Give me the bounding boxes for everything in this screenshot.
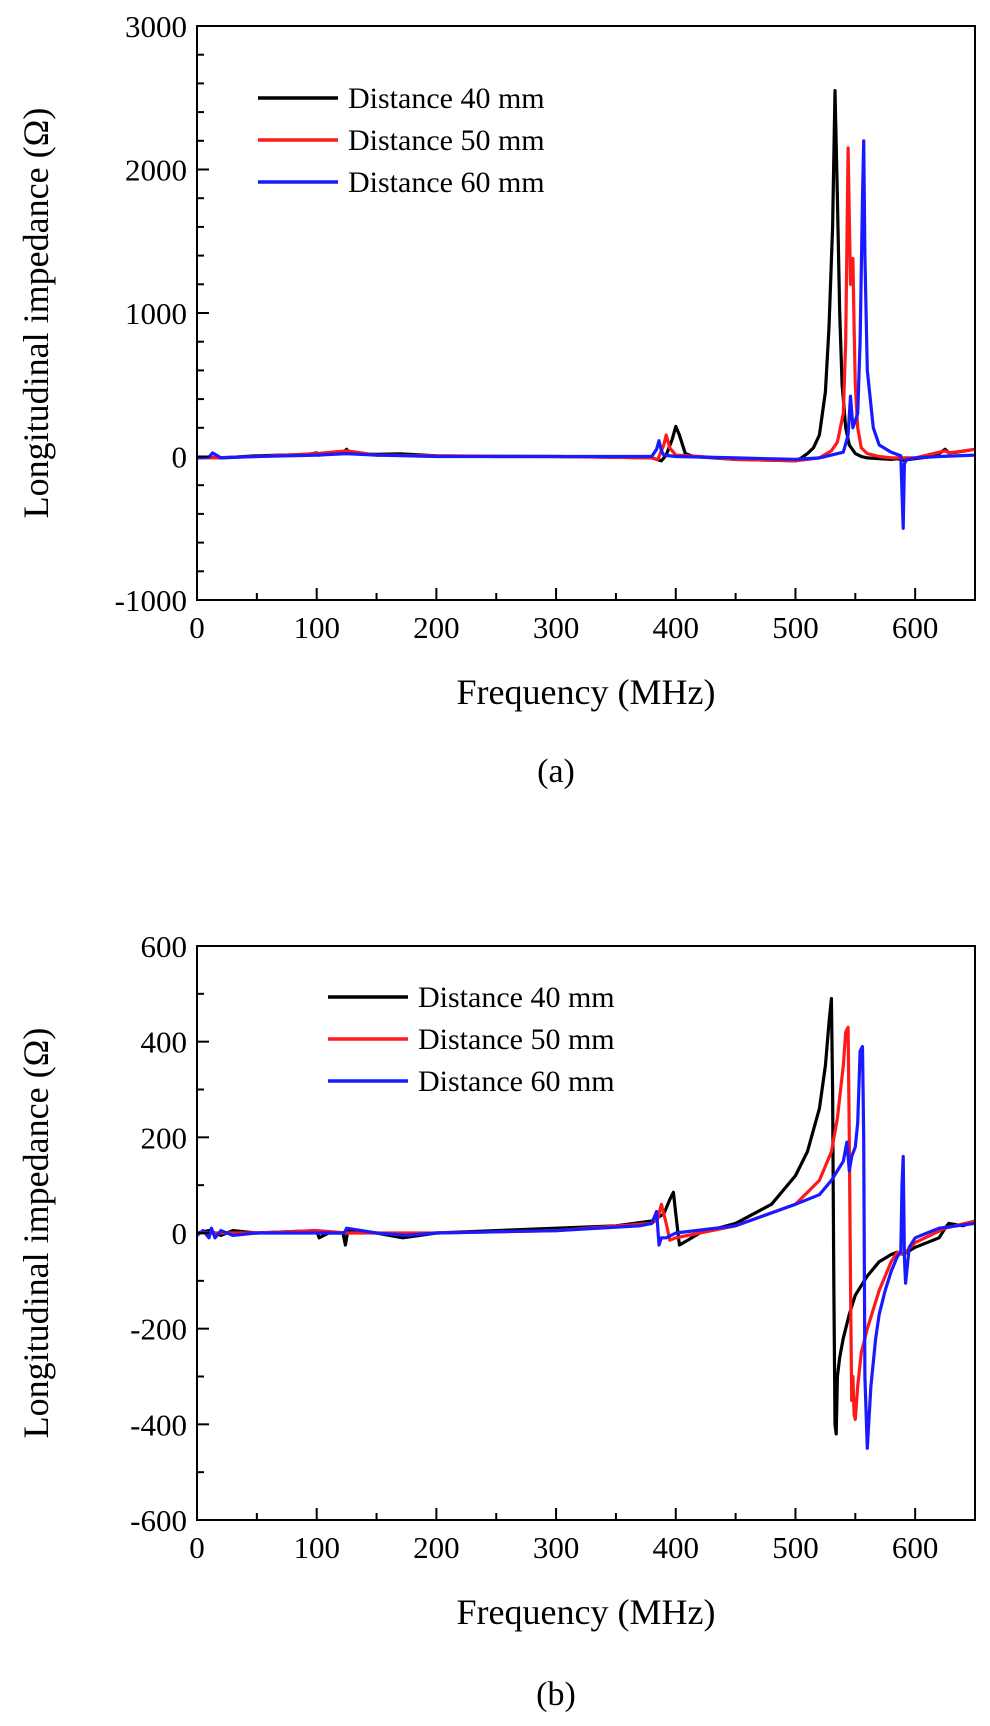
legend: Distance 40 mm Distance 50 mm Distance 60 … <box>258 82 545 199</box>
y-tick-label: -1000 <box>115 583 187 618</box>
legend-label: Distance 50 mm <box>418 1023 615 1056</box>
x-tick-label: 500 <box>772 610 819 645</box>
x-tick-label: 0 <box>189 1530 205 1565</box>
x-tick-label: 600 <box>892 610 939 645</box>
legend-label: Distance 40 mm <box>348 82 545 115</box>
y-axis-title: Longitudinal impedance (Ω) <box>16 1028 56 1439</box>
x-tick-label: 300 <box>533 1530 580 1565</box>
x-tick-label: 100 <box>293 1530 340 1565</box>
x-tick-label: 600 <box>892 1530 939 1565</box>
y-tick-label: -600 <box>130 1503 187 1538</box>
y-tick-label: 2000 <box>125 153 187 188</box>
panel-caption: (a) <box>537 753 575 790</box>
y-tick-label: -400 <box>130 1407 187 1442</box>
y-tick-label: 3000 <box>125 9 187 44</box>
chart-panel-b: 0 100 200 300 400 500 600 -600 -400 -200 0 200 400 60… <box>16 929 976 1713</box>
x-tick-label: 0 <box>189 610 205 645</box>
legend-label: Distance 40 mm <box>418 981 615 1014</box>
x-tick-label: 500 <box>772 1530 819 1565</box>
legend: Distance 40 mm Distance 50 mm Distance 60 … <box>328 981 615 1098</box>
x-tick-label: 400 <box>653 1530 700 1565</box>
x-tick-label: 400 <box>653 610 700 645</box>
legend-label: Distance 60 mm <box>418 1065 615 1098</box>
y-tick-label: 0 <box>172 1216 188 1251</box>
x-tick-label: 300 <box>533 610 580 645</box>
series-line-1 <box>197 997 975 1436</box>
y-tick-label: -200 <box>130 1312 187 1347</box>
y-axis-title: Longitudinal impedance (Ω) <box>16 108 56 519</box>
x-tick-label: 200 <box>413 610 460 645</box>
y-tick-label: 600 <box>141 929 188 964</box>
y-tick-label: 0 <box>172 440 188 475</box>
y-tick-label: 200 <box>141 1120 188 1155</box>
series-line-3 <box>197 139 975 530</box>
x-axis-title: Frequency (MHz) <box>457 1592 716 1632</box>
series-lines <box>197 997 975 1450</box>
x-axis-title: Frequency (MHz) <box>457 672 716 712</box>
plot-frame <box>196 25 976 601</box>
series-lines <box>197 89 975 530</box>
x-tick-label: 200 <box>413 1530 460 1565</box>
legend-label: Distance 50 mm <box>348 124 545 157</box>
x-tick-label: 100 <box>293 610 340 645</box>
y-tick-label: 1000 <box>125 296 187 331</box>
y-tick-label: 400 <box>141 1025 188 1060</box>
chart-panel-a: 0 100 200 300 400 500 600-10000100020003000Fre… <box>16 9 976 790</box>
legend-label: Distance 60 mm <box>348 166 545 199</box>
panel-caption: (b) <box>536 1676 576 1713</box>
series-line-3 <box>197 1044 975 1450</box>
